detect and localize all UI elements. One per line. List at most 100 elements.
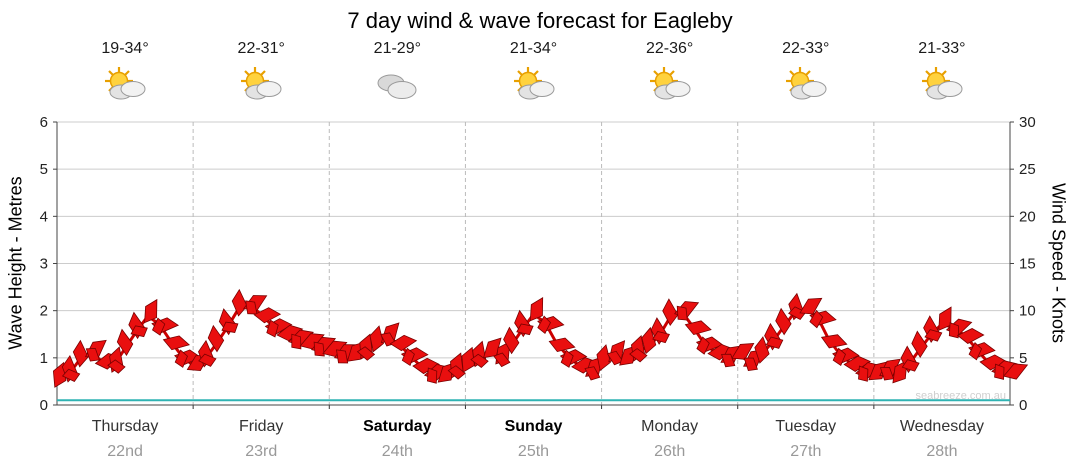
right-tick-label: 15 (1019, 256, 1036, 273)
temperature-range: 21-34° (509, 40, 558, 57)
wind-barb (356, 346, 376, 361)
wind-barb (820, 334, 848, 349)
wind-barb (151, 317, 166, 336)
wind-barb (537, 315, 551, 335)
right-tick-label: 5 (1019, 350, 1027, 367)
wind-barb (483, 337, 502, 359)
wind-barb (516, 323, 534, 336)
right-axis-label: Wind Speed - Knots (1048, 182, 1069, 344)
wind-barb (901, 359, 920, 372)
wind-barb (162, 335, 191, 351)
wind-barb (72, 339, 89, 368)
wind-barb (629, 348, 648, 363)
right-tick-label: 20 (1019, 208, 1036, 225)
wind-barb (245, 300, 258, 315)
wind-barb (684, 320, 712, 336)
wind-barb (401, 347, 415, 367)
wind-barb (426, 367, 438, 384)
temperature-range: 22-36° (645, 40, 694, 57)
wind-barb (948, 322, 960, 339)
wind-barb (130, 325, 148, 338)
wind-barb (596, 344, 611, 372)
wind-barb (313, 341, 325, 357)
sun-cloud-icon (233, 64, 289, 110)
right-tick-label: 30 (1019, 114, 1036, 131)
wind-barb (938, 306, 952, 331)
wind-barb (584, 366, 601, 381)
day-date-label: 25th (517, 443, 550, 460)
wind-barb (696, 336, 710, 355)
wind-barb (858, 365, 869, 382)
wind-barb (731, 343, 755, 360)
wind-barb (548, 337, 576, 353)
left-tick-label: 0 (40, 397, 48, 414)
left-tick-label: 6 (40, 114, 48, 131)
left-tick-label: 1 (40, 350, 48, 367)
wind-barb (956, 328, 985, 344)
wind-barb (641, 326, 657, 355)
wind-barb (412, 357, 440, 375)
left-tick-label: 2 (40, 303, 48, 320)
day-name-label: Tuesday (775, 418, 837, 435)
wind-barb (676, 305, 688, 321)
right-tick-label: 10 (1019, 303, 1036, 320)
wind-barb (369, 325, 384, 353)
wind-barb (843, 355, 872, 372)
left-axis-label: Wave Height - Metres (5, 176, 26, 350)
cloud-icon (369, 64, 425, 110)
day-date-label: 24th (381, 443, 413, 460)
day-date-label: 26th (654, 443, 686, 460)
wind-barb (911, 330, 928, 359)
chart-title: 7 day wind & wave forecast for Eagleby (347, 8, 733, 33)
wind-barb (107, 359, 126, 374)
watermark: seabreeze.com.au (916, 390, 1007, 402)
wind-barb (144, 298, 158, 324)
wind-barb (61, 368, 81, 383)
wind-barb (560, 349, 574, 368)
wind-barb (207, 324, 225, 353)
wind-barb (652, 331, 670, 344)
wind-speed-series (52, 288, 1029, 388)
wind-barb (765, 336, 784, 349)
wind-barb (322, 340, 348, 358)
left-tick-label: 5 (40, 161, 48, 178)
wind-barb (198, 353, 217, 367)
wind-barb (116, 328, 134, 357)
wind-barb (1002, 363, 1029, 380)
wind-barb (174, 349, 188, 368)
wind-barb (299, 333, 325, 350)
sun-cloud-icon (506, 64, 562, 110)
day-name-label: Thursday (91, 418, 159, 435)
temperature-range: 21-29° (373, 40, 422, 57)
wind-barb (336, 349, 349, 364)
day-date-label: 27th (790, 443, 822, 460)
wind-barb (743, 357, 758, 372)
wind-barb (799, 297, 823, 315)
wind-barb (775, 307, 792, 336)
sun-cloud-icon (778, 64, 834, 110)
wind-barb (832, 347, 846, 367)
wind-barb (231, 288, 248, 317)
day-name-label: Sunday (504, 418, 563, 435)
axis-tick-labels: 0 1 2 3 4 5 6 0 5 10 15 20 25 30 (40, 114, 1036, 414)
wind-barb (276, 324, 304, 342)
day-name-label: Monday (641, 418, 699, 435)
temperature-range: 21-33° (918, 40, 966, 57)
wind-barb (662, 298, 679, 327)
wind-barb (253, 307, 282, 324)
wind-barb (291, 333, 302, 350)
day-name-label: Wednesday (899, 418, 985, 435)
day-date-label: 22nd (107, 443, 143, 460)
temperature-range: 22-33° (782, 40, 830, 57)
wind-barb (503, 326, 520, 355)
right-tick-label: 0 (1019, 397, 1027, 414)
wind-barb (470, 353, 489, 369)
day-date-label: 23rd (245, 443, 278, 460)
temperature-range: 19-34° (101, 40, 149, 57)
day-name-label: Friday (238, 418, 284, 435)
right-tick-label: 25 (1019, 161, 1036, 178)
wind-barb (754, 336, 770, 364)
sun-cloud-icon (642, 64, 698, 110)
